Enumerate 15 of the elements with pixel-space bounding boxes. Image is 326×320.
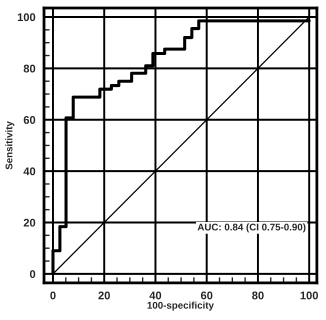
y-axis-title: Sensitivity [5,121,14,170]
y-tick-label: 80 [24,64,36,73]
y-tick-label: 100 [18,13,36,22]
annotation: AUC: 0.84 (CI 0.75-0.90) [198,223,306,232]
y-tick-label: 40 [23,167,36,176]
y-tick-label: 20 [24,218,36,227]
x-tick-label: 40 [149,292,162,300]
x-tick-label: 0 [50,292,56,300]
x-tick-label: 60 [200,292,212,300]
y-tick-label: 60 [24,116,36,124]
y-tick-label: 0 [30,270,36,278]
x-tick-label: 20 [98,292,110,300]
x-tick-label: 80 [252,292,264,300]
x-tick-label: 100 [300,292,318,300]
x-axis-title: 100-specificity [148,302,214,311]
